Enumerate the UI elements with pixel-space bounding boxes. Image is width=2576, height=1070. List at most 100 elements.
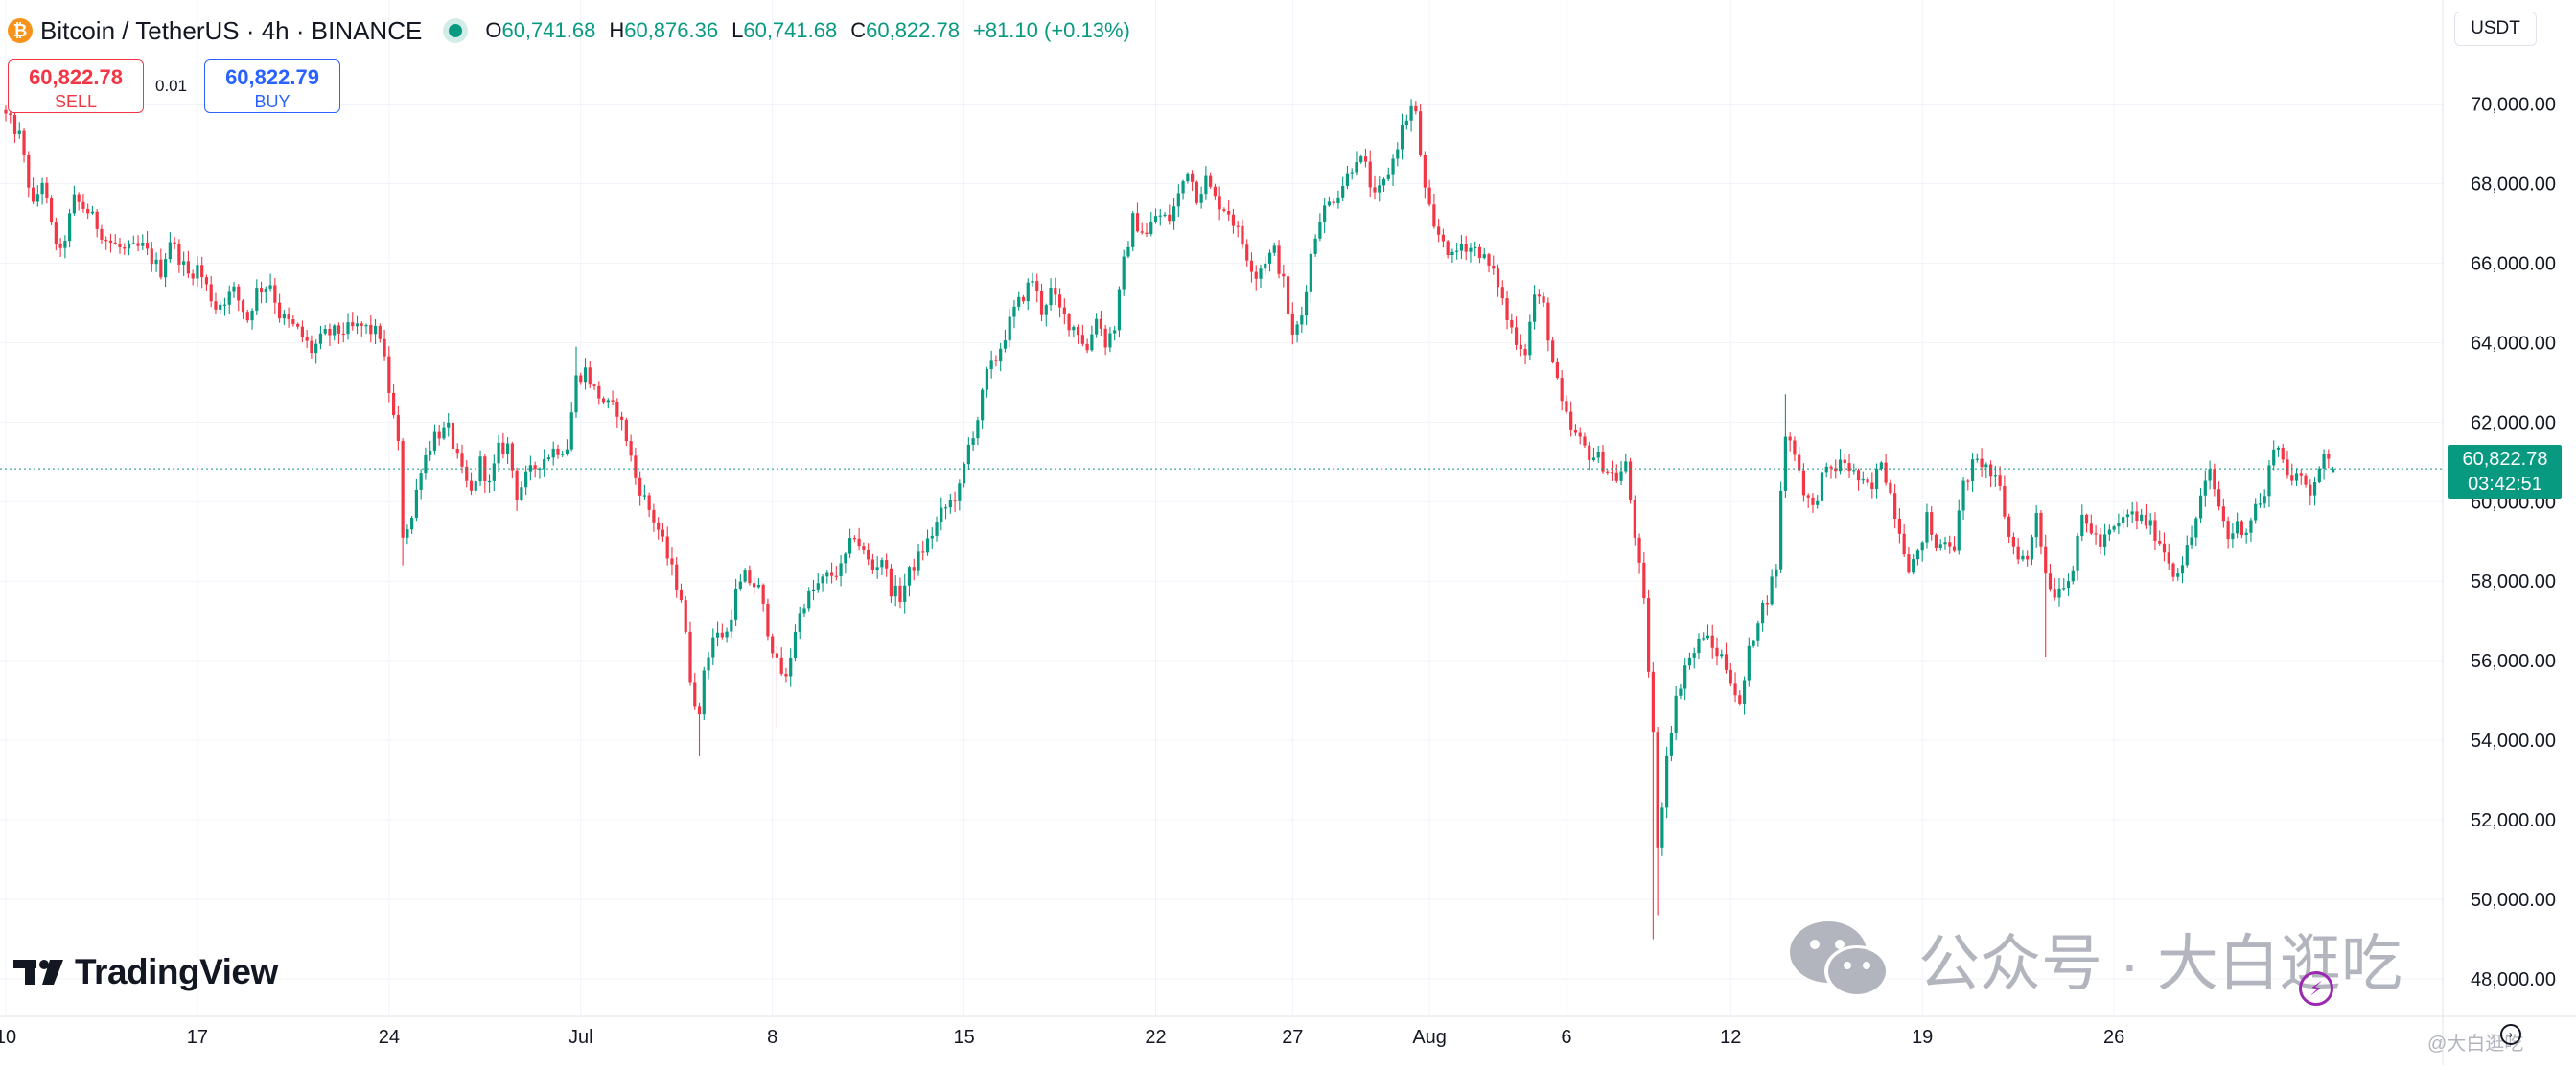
candle-body	[291, 319, 295, 324]
candle	[227, 285, 231, 314]
candle-body	[1893, 493, 1897, 519]
candle	[2076, 532, 2079, 581]
candle-body	[520, 487, 523, 500]
candle	[1409, 99, 1413, 132]
candle	[1710, 624, 1714, 659]
lightning-icon[interactable]: ⚡	[2299, 971, 2333, 1006]
candle	[981, 387, 985, 430]
candle	[720, 623, 724, 640]
candle-body	[1122, 256, 1126, 290]
candle-body	[465, 466, 469, 481]
candle-body	[697, 706, 702, 715]
candle-body	[72, 194, 76, 214]
sell-label: SELL	[54, 92, 98, 111]
candle-body	[2327, 454, 2331, 459]
time-axis[interactable]: 10 17 24 Jul 8 15 22 27 Aug 6 12 19 26	[0, 1015, 2576, 1048]
candle-body	[1044, 305, 1048, 315]
candle-body	[1459, 244, 1464, 251]
candle-body	[546, 457, 551, 460]
buy-button[interactable]: 60,822.79 BUY	[204, 59, 340, 113]
candle	[1533, 285, 1537, 330]
candle	[501, 432, 505, 459]
candle-body	[1793, 440, 1797, 455]
candle	[1381, 177, 1386, 193]
candle-body	[652, 509, 656, 523]
candle-body	[378, 325, 382, 339]
candle	[1847, 454, 1851, 479]
candle-body	[2198, 495, 2203, 519]
last-price-label: 60,822.78 03:42:51	[2448, 445, 2562, 500]
candle	[1057, 288, 1062, 318]
candle-body	[1195, 181, 1198, 203]
candle-body	[1492, 265, 1496, 269]
candle	[852, 535, 856, 543]
candle-body	[1272, 245, 1276, 253]
price-tick-label: 62,000.00	[2471, 412, 2556, 433]
candle	[2294, 468, 2299, 487]
candle-body	[807, 590, 811, 609]
candle	[63, 235, 67, 259]
candle-body	[994, 360, 998, 361]
currency-selector[interactable]: USDT	[2454, 12, 2537, 46]
candle-body	[1733, 683, 1737, 696]
candle	[455, 443, 459, 459]
candle-body	[1966, 480, 1970, 482]
candle-body	[528, 465, 532, 472]
candle-body	[889, 568, 893, 597]
candle	[204, 274, 209, 291]
candle	[1017, 291, 1021, 311]
candle-body	[1683, 665, 1687, 689]
candle-body	[1414, 105, 1418, 112]
candle	[889, 564, 893, 603]
candle-body	[383, 338, 386, 357]
candle-body	[1441, 234, 1445, 242]
candle	[2267, 460, 2271, 508]
candle-body	[2103, 534, 2107, 547]
symbol-title[interactable]: Bitcoin / TetherUS · 4h · BINANCE	[40, 15, 423, 45]
candle	[40, 177, 44, 205]
candle-body	[1305, 291, 1309, 316]
candle-body	[1267, 252, 1272, 264]
candle-body	[1191, 173, 1195, 182]
candle	[702, 666, 706, 721]
candle-body	[273, 285, 277, 303]
candle	[1998, 466, 2002, 491]
candle	[546, 454, 551, 462]
price-axis[interactable]: 48,000.00 50,000.00 52,000.00 54,000.00 56,0…	[2442, 0, 2556, 1065]
candle	[679, 583, 684, 603]
candle-body	[556, 448, 560, 455]
candle	[77, 192, 81, 211]
candle-body	[971, 438, 975, 445]
go-to-realtime-icon[interactable]: ›	[2500, 1024, 2521, 1045]
candle-body	[396, 415, 400, 442]
candle	[35, 185, 39, 207]
candle-body	[825, 572, 829, 577]
candle-body	[2176, 573, 2180, 577]
candle	[369, 314, 373, 343]
candle-body	[90, 211, 95, 214]
candle-body	[1117, 289, 1122, 331]
candle	[524, 465, 528, 496]
sell-button[interactable]: 60,822.78 SELL	[8, 59, 144, 113]
candle	[1656, 727, 1659, 916]
candle	[1350, 168, 1354, 180]
candle	[2107, 524, 2111, 541]
candle-body	[1551, 340, 1555, 362]
candle-body	[1149, 221, 1153, 235]
tradingview-logo[interactable]: TradingView	[13, 951, 278, 993]
candle	[1158, 208, 1162, 226]
candle-body	[784, 673, 788, 677]
candle-body	[829, 572, 834, 576]
candle-body	[1323, 205, 1327, 222]
candle-body	[346, 322, 350, 335]
candle-body	[209, 284, 213, 302]
candle-body	[104, 240, 108, 242]
candle	[1642, 551, 1646, 605]
candle	[2066, 573, 2071, 596]
candle	[917, 543, 920, 576]
candle	[898, 577, 902, 609]
candle	[2231, 523, 2235, 548]
market-status-dot-icon	[449, 24, 463, 37]
